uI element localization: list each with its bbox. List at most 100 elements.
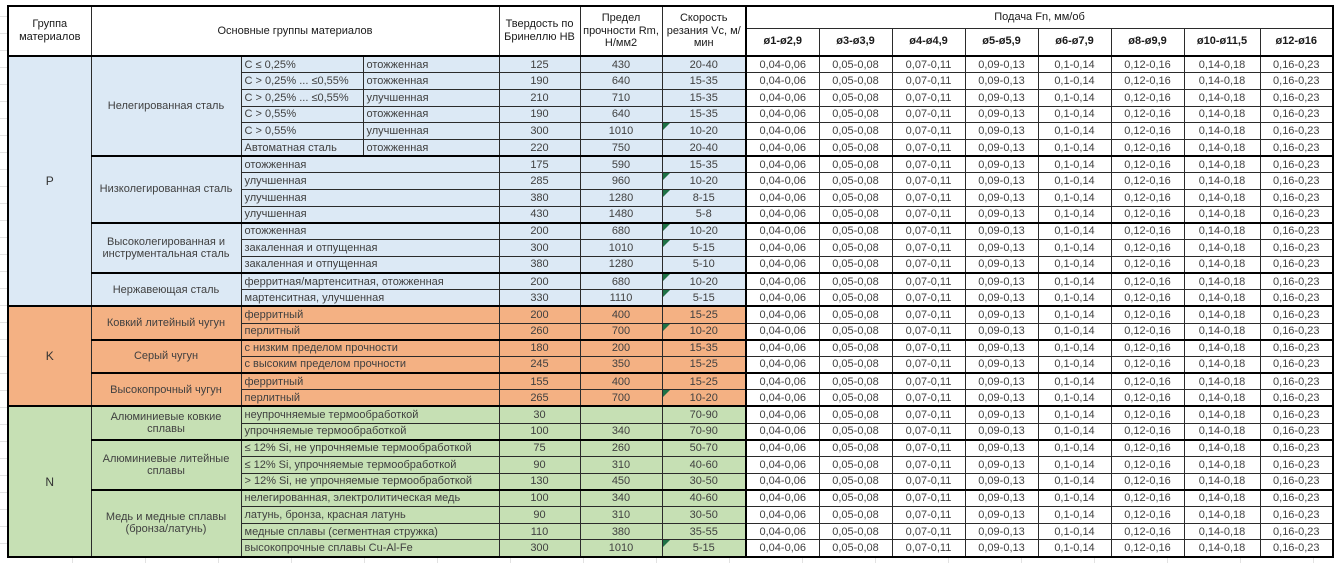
family-cell[interactable]: Серый чугун bbox=[90, 338, 242, 374]
spec-cell[interactable]: отожженная bbox=[240, 221, 500, 241]
strength-cell[interactable]: 200 bbox=[579, 338, 663, 357]
strength-cell[interactable]: 700 bbox=[579, 389, 663, 407]
speed-cell[interactable]: 15-35 bbox=[661, 338, 747, 357]
feed-cell[interactable]: 0,16-0,23 bbox=[1259, 488, 1334, 508]
feed-cell[interactable]: 0,07-0,11 bbox=[891, 205, 966, 224]
hardness-cell[interactable]: 265 bbox=[498, 389, 581, 407]
feed-cell[interactable]: 0,04-0,06 bbox=[745, 88, 820, 107]
feed-cell[interactable]: 0,14-0,18 bbox=[1183, 506, 1261, 524]
feed-cell[interactable]: 0,05-0,08 bbox=[818, 289, 893, 307]
feed-cell[interactable]: 0,16-0,23 bbox=[1259, 338, 1334, 357]
feed-cell[interactable]: 0,16-0,23 bbox=[1259, 88, 1334, 107]
header-feed-diameter[interactable]: ø12-ø16 bbox=[1259, 27, 1334, 57]
feed-cell[interactable]: 0,14-0,18 bbox=[1183, 122, 1261, 140]
speed-cell[interactable]: 10-20 bbox=[661, 389, 747, 407]
strength-cell[interactable]: 1280 bbox=[579, 255, 663, 274]
feed-cell[interactable]: 0,05-0,08 bbox=[818, 456, 893, 474]
spec-cell[interactable]: с низким пределом прочности bbox=[240, 338, 500, 357]
feed-cell[interactable]: 0,12-0,16 bbox=[1110, 438, 1185, 457]
feed-cell[interactable]: 0,04-0,06 bbox=[745, 205, 820, 224]
feed-cell[interactable]: 0,12-0,16 bbox=[1110, 338, 1185, 357]
spec-cell[interactable]: C ≤ 0,25% bbox=[240, 55, 364, 74]
feed-cell[interactable]: 0,09-0,13 bbox=[964, 239, 1039, 257]
feed-cell[interactable]: 0,16-0,23 bbox=[1259, 271, 1334, 291]
feed-cell[interactable]: 0,14-0,18 bbox=[1183, 389, 1261, 407]
spec-cell[interactable]: перлитный bbox=[240, 389, 500, 407]
feed-cell[interactable]: 0,1-0,14 bbox=[1037, 55, 1112, 74]
feed-cell[interactable]: 0,16-0,23 bbox=[1259, 55, 1334, 74]
feed-cell[interactable]: 0,12-0,16 bbox=[1110, 105, 1185, 124]
feed-cell[interactable]: 0,1-0,14 bbox=[1037, 155, 1112, 174]
strength-cell[interactable]: 1010 bbox=[579, 539, 663, 558]
feed-cell[interactable]: 0,04-0,06 bbox=[745, 105, 820, 124]
feed-cell[interactable]: 0,14-0,18 bbox=[1183, 239, 1261, 257]
feed-cell[interactable]: 0,09-0,13 bbox=[964, 539, 1039, 558]
feed-cell[interactable]: 0,14-0,18 bbox=[1183, 488, 1261, 508]
feed-cell[interactable]: 0,1-0,14 bbox=[1037, 355, 1112, 374]
feed-cell[interactable]: 0,07-0,11 bbox=[891, 271, 966, 291]
feed-cell[interactable]: 0,16-0,23 bbox=[1259, 172, 1334, 190]
feed-cell[interactable]: 0,07-0,11 bbox=[891, 522, 966, 541]
feed-cell[interactable]: 0,05-0,08 bbox=[818, 255, 893, 274]
feed-cell[interactable]: 0,14-0,18 bbox=[1183, 155, 1261, 174]
feed-cell[interactable]: 0,04-0,06 bbox=[745, 322, 820, 341]
hardness-cell[interactable]: 100 bbox=[498, 488, 581, 508]
feed-cell[interactable]: 0,09-0,13 bbox=[964, 88, 1039, 107]
strength-cell[interactable]: 710 bbox=[579, 88, 663, 107]
feed-cell[interactable]: 0,12-0,16 bbox=[1110, 389, 1185, 407]
strength-cell[interactable]: 1280 bbox=[579, 189, 663, 207]
feed-cell[interactable]: 0,09-0,13 bbox=[964, 438, 1039, 457]
strength-cell[interactable]: 1010 bbox=[579, 239, 663, 257]
strength-cell[interactable]: 700 bbox=[579, 322, 663, 341]
feed-cell[interactable]: 0,07-0,11 bbox=[891, 88, 966, 107]
feed-cell[interactable]: 0,07-0,11 bbox=[891, 506, 966, 524]
feed-cell[interactable]: 0,05-0,08 bbox=[818, 472, 893, 491]
feed-cell[interactable]: 0,07-0,11 bbox=[891, 221, 966, 241]
feed-cell[interactable]: 0,05-0,08 bbox=[818, 239, 893, 257]
spec-cell[interactable]: Автоматная сталь bbox=[240, 138, 364, 157]
feed-cell[interactable]: 0,16-0,23 bbox=[1259, 105, 1334, 124]
feed-cell[interactable]: 0,1-0,14 bbox=[1037, 205, 1112, 224]
feed-cell[interactable]: 0,12-0,16 bbox=[1110, 205, 1185, 224]
hardness-cell[interactable]: 245 bbox=[498, 355, 581, 374]
feed-cell[interactable]: 0,07-0,11 bbox=[891, 55, 966, 74]
family-cell[interactable]: Медь и медные сплавы (бронза/латунь) bbox=[90, 488, 242, 558]
feed-cell[interactable]: 0,09-0,13 bbox=[964, 122, 1039, 140]
feed-cell[interactable]: 0,14-0,18 bbox=[1183, 522, 1261, 541]
feed-cell[interactable]: 0,14-0,18 bbox=[1183, 472, 1261, 491]
strength-cell[interactable]: 350 bbox=[579, 355, 663, 374]
feed-cell[interactable]: 0,04-0,06 bbox=[745, 221, 820, 241]
feed-cell[interactable]: 0,14-0,18 bbox=[1183, 221, 1261, 241]
feed-cell[interactable]: 0,16-0,23 bbox=[1259, 438, 1334, 457]
strength-cell[interactable]: 380 bbox=[579, 522, 663, 541]
feed-cell[interactable]: 0,07-0,11 bbox=[891, 438, 966, 457]
strength-cell[interactable]: 400 bbox=[579, 305, 663, 324]
speed-cell[interactable]: 15-25 bbox=[661, 305, 747, 324]
feed-cell[interactable]: 0,12-0,16 bbox=[1110, 155, 1185, 174]
hardness-cell[interactable]: 125 bbox=[498, 55, 581, 74]
feed-cell[interactable]: 0,05-0,08 bbox=[818, 105, 893, 124]
feed-cell[interactable]: 0,1-0,14 bbox=[1037, 88, 1112, 107]
feed-cell[interactable]: 0,1-0,14 bbox=[1037, 221, 1112, 241]
feed-cell[interactable]: 0,07-0,11 bbox=[891, 155, 966, 174]
feed-cell[interactable]: 0,09-0,13 bbox=[964, 422, 1039, 441]
speed-cell[interactable]: 5-8 bbox=[661, 205, 747, 224]
hardness-cell[interactable]: 200 bbox=[498, 305, 581, 324]
family-cell[interactable]: Высокопрочный чугун bbox=[90, 372, 242, 407]
spec-cell[interactable]: C > 0,25% ... ≤0,55% bbox=[240, 88, 364, 107]
speed-cell[interactable]: 5-15 bbox=[661, 289, 747, 307]
feed-cell[interactable]: 0,12-0,16 bbox=[1110, 405, 1185, 424]
hardness-cell[interactable]: 380 bbox=[498, 255, 581, 274]
hardness-cell[interactable]: 330 bbox=[498, 289, 581, 307]
strength-cell[interactable]: 430 bbox=[579, 55, 663, 74]
group-letter-cell[interactable]: P bbox=[7, 54, 92, 307]
feed-cell[interactable]: 0,04-0,06 bbox=[745, 189, 820, 207]
feed-cell[interactable]: 0,05-0,08 bbox=[818, 72, 893, 90]
spec-cell[interactable]: мартенситная, улучшенная bbox=[240, 289, 500, 307]
speed-cell[interactable]: 70-90 bbox=[661, 422, 747, 441]
speed-cell[interactable]: 20-40 bbox=[661, 138, 747, 157]
hardness-cell[interactable]: 155 bbox=[498, 372, 581, 391]
header-feed-diameter[interactable]: ø8-ø9,9 bbox=[1110, 27, 1185, 57]
spec-cell[interactable]: закаленная и отпущенная bbox=[240, 239, 500, 257]
feed-cell[interactable]: 0,07-0,11 bbox=[891, 305, 966, 324]
